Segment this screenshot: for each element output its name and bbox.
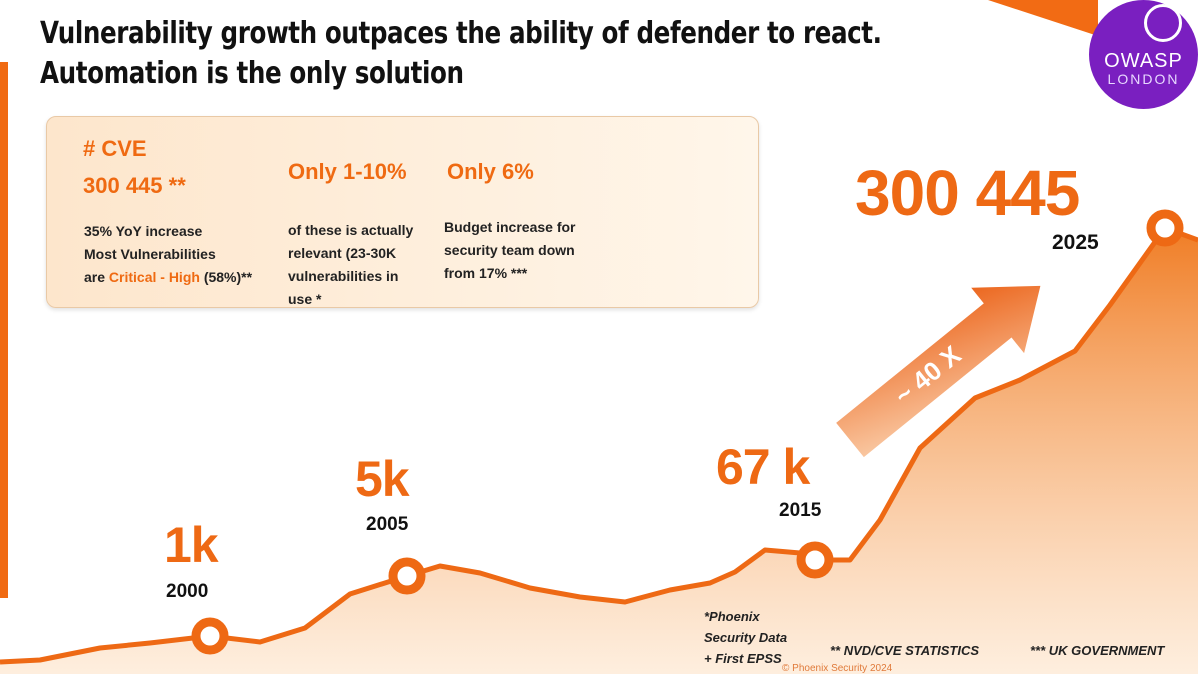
budget-heading: Only 6% [447,159,534,184]
value-label-2025: 300 445 [855,157,1080,229]
phoenix-note: *Phoenix Security Data + First EPSS [704,609,788,666]
year-label-2000: 2000 [166,581,209,602]
owasp-london-logo: OWASP LONDON [1089,0,1198,109]
cve-count: 300 445 ** [83,173,186,198]
yoy-text: 35% YoY increase [84,223,203,239]
critical-text: are Critical - High (58%)** [84,269,253,285]
budget-text: Budget increase for security team down fro… [444,219,576,281]
relevant-heading: Only 1-10% [288,159,407,184]
growth-area [0,228,1198,674]
value-label-2015: 67 k [716,439,810,495]
year-label-2015: 2015 [779,500,822,521]
copyright: © Phoenix Security 2024 [782,663,893,674]
year-label-2025: 2025 [1052,231,1099,254]
wasp-icon [1144,4,1182,42]
page-title: Vulnerability growth outpaces the abilit… [40,14,882,94]
relevant-text: of these is actually relevant (23-30K vuln… [288,222,414,307]
point-marker-2025 [1146,209,1184,247]
year-label-2005: 2005 [366,514,409,535]
stats-box [46,116,759,308]
accent-wedge [988,0,1098,36]
logo-subtext: LONDON [1107,71,1180,87]
growth-line [0,225,1198,665]
logo-text: OWASP [1104,50,1183,72]
point-marker-2005 [388,557,426,595]
value-label-2005: 5k [355,451,410,507]
title-line-2: Automation is the only solution [40,56,464,91]
uk-note: *** UK GOVERNMENT [1030,643,1165,658]
growth-arrow [836,285,1041,458]
cve-heading: # CVE [83,136,147,161]
point-marker-2000 [191,617,229,655]
title-line-1: Vulnerability growth outpaces the abilit… [40,16,882,51]
nvd-note: ** NVD/CVE STATISTICS [830,643,980,658]
most-vuln-text: Most Vulnerabilities [84,246,216,262]
value-label-2000: 1k [164,517,219,573]
point-marker-2015 [796,541,834,579]
accent-bar [0,62,8,598]
